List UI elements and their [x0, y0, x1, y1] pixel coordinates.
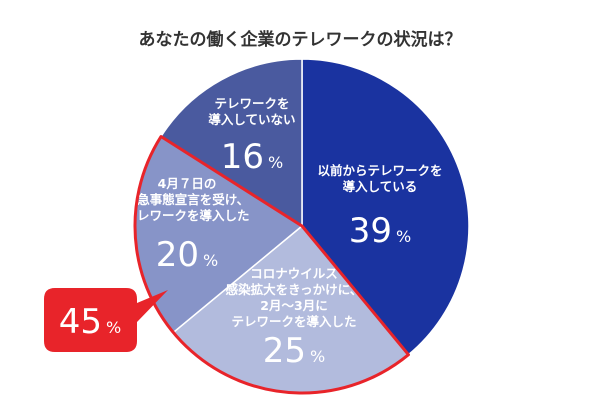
slice-label-line: 4月７日の [158, 176, 217, 191]
pie-labels: 以前からテレワークを導入している 39 % コロナウイルス感染拡大をきっかけに、 2月～… [124, 96, 442, 371]
slice-label-line: テレワークを導入した [124, 208, 249, 223]
highlight-value-number: 45 [59, 302, 102, 342]
slice-label-line: テレワークを [214, 96, 289, 111]
slice-label-3: 4月７日の緊急事態宣言を受け、テレワークを導入した [124, 176, 249, 223]
slice-label-2: コロナウイルス感染拡大をきっかけに、 2月～3月にテレワークを導入した [226, 266, 363, 329]
slice-value-unit: % [203, 251, 218, 270]
slice-label-line: テレワークを導入した [231, 314, 356, 329]
slice-label-line: 感染拡大をきっかけに、 [226, 282, 363, 297]
slice-value-number: 39 [349, 211, 392, 251]
slice-value-1: 39% [349, 211, 411, 251]
highlight-outline [133, 135, 410, 395]
slice-label-line: 導入している [343, 179, 418, 194]
slice-value-2: 25% [263, 331, 325, 371]
slice-label-line: コロナウイルス [250, 266, 338, 281]
slice-label-1: 以前からテレワークを導入している [317, 163, 442, 194]
slice-value-unit: % [396, 227, 411, 246]
highlight-group: 45% [44, 135, 410, 395]
slice-label-line: 以前からテレワークを [317, 163, 442, 178]
pie-slice-1 [301, 58, 470, 356]
slice-value-number: 25 [263, 331, 306, 371]
slice-label-4: テレワークを導入していない [208, 96, 295, 127]
pie-slice-4 [159, 58, 303, 228]
slice-label-line: 導入していない [208, 112, 295, 127]
highlight-value: 45% [59, 302, 121, 342]
highlight-value-unit: % [106, 318, 121, 337]
slice-value-4: 16% [221, 137, 283, 177]
slice-value-3: 20% [156, 235, 218, 275]
slice-label-line: 緊急事態宣言を受け、 [125, 192, 249, 207]
pie-slices [134, 58, 470, 394]
slice-label-line: 2月～3月に [260, 298, 327, 313]
slice-value-unit: % [310, 347, 325, 366]
slice-value-number: 20 [156, 235, 199, 275]
chart-title: あなたの働く企業のテレワークの状況は？ [139, 29, 462, 50]
highlight-callout [44, 288, 168, 352]
slice-value-number: 16 [221, 137, 264, 177]
slice-value-unit: % [268, 153, 283, 172]
